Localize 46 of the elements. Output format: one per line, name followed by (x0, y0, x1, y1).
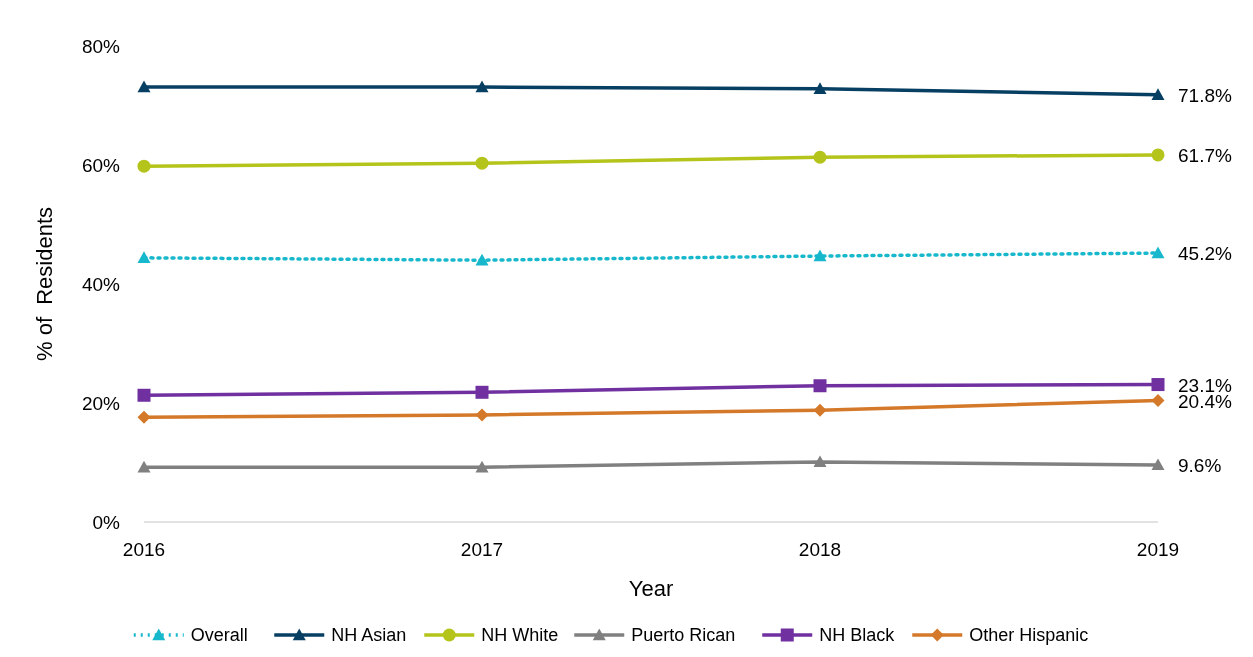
point (1151, 148, 1165, 162)
data-label: 71.8% (1178, 84, 1232, 106)
point (813, 403, 827, 417)
point (1151, 88, 1165, 100)
point (475, 408, 489, 422)
y-tick-label: 40% (81, 274, 121, 295)
point (475, 385, 489, 399)
point (137, 80, 151, 93)
legend-label: Overall (190, 625, 248, 645)
x-axis-title: Year (628, 576, 674, 601)
point (1151, 378, 1165, 392)
legend-label: NH Asian (331, 625, 407, 645)
x-tick-label: 2018 (798, 539, 842, 560)
point (1151, 394, 1165, 408)
y-tick-label: 0% (92, 512, 121, 533)
x-tick-label: 2019 (1136, 539, 1180, 560)
legend-label: NH White (481, 625, 559, 645)
point (137, 388, 151, 402)
point (475, 156, 489, 170)
point (813, 82, 827, 95)
point (1151, 246, 1165, 259)
y-tick-label: 80% (81, 36, 121, 57)
y-axis-title: % of Residents (32, 206, 57, 362)
data-label: 23.1% (1178, 374, 1232, 396)
point (137, 460, 151, 473)
y-tick-label: 60% (81, 155, 121, 176)
point (813, 249, 827, 262)
y-tick-label: 20% (81, 393, 121, 414)
point (137, 251, 151, 264)
point (137, 410, 151, 424)
point (137, 159, 151, 173)
legend-label: Other Hispanic (969, 625, 1089, 645)
legend-label: Puerto Rican (631, 625, 736, 645)
data-label: 61.7% (1178, 144, 1232, 166)
x-tick-label: 2016 (122, 539, 166, 560)
point (475, 80, 489, 93)
data-label: 45.2% (1178, 243, 1232, 265)
x-tick-label: 2017 (460, 539, 504, 560)
point (475, 460, 489, 473)
legend-label: NH Black (819, 625, 896, 645)
point (813, 379, 827, 393)
point (1151, 458, 1165, 471)
point (813, 150, 827, 164)
point (813, 455, 827, 468)
point (475, 253, 489, 266)
data-label: 9.6% (1178, 454, 1222, 476)
